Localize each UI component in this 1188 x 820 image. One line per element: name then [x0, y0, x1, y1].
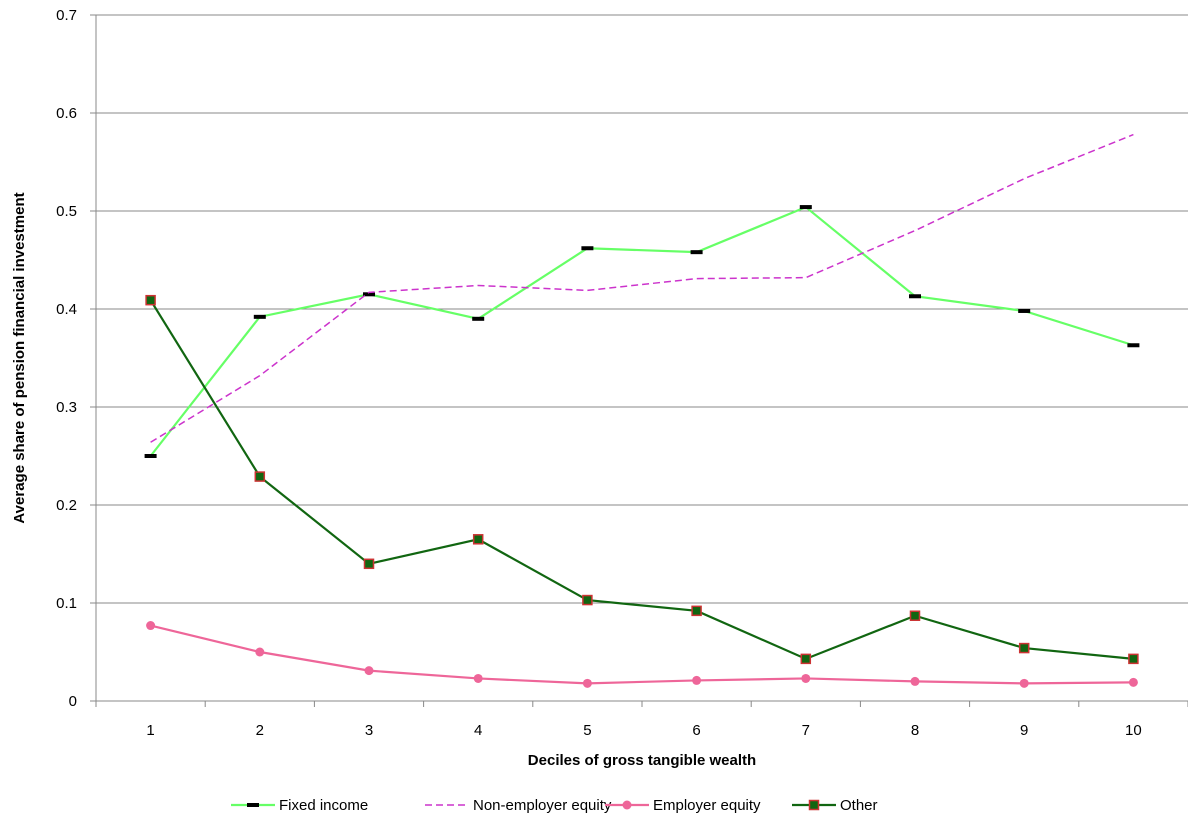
data-point — [909, 610, 921, 621]
series-line — [150, 624, 1134, 685]
legend-label: Other — [840, 797, 878, 814]
x-tick-label: 10 — [1125, 722, 1142, 739]
data-point — [799, 205, 812, 210]
series-fixed-income — [144, 205, 1140, 458]
series-group — [144, 133, 1140, 688]
y-tick-label: 0.4 — [56, 301, 77, 318]
y-tick-labels: 0 0.1 0.2 0.3 0.4 0.5 0.6 0.7 — [56, 7, 77, 710]
x-tick-label: 7 — [802, 722, 810, 739]
data-point — [472, 316, 485, 321]
data-point — [472, 534, 484, 545]
y-tick-label: 0.5 — [56, 203, 77, 220]
legend-item: Fixed income — [231, 797, 368, 814]
series-line — [150, 133, 1134, 443]
legend-marker — [622, 800, 632, 810]
legend-item: Non-employer equity — [425, 797, 612, 814]
data-point — [582, 594, 593, 606]
data-point — [255, 647, 265, 657]
x-tick-label: 6 — [692, 722, 700, 739]
series-non-employer-equity — [150, 133, 1134, 443]
y-tick-label: 0.1 — [56, 595, 77, 612]
legend-label: Non-employer equity — [473, 797, 612, 814]
data-point — [1127, 343, 1140, 348]
legend-item: Other — [792, 797, 878, 814]
data-point — [801, 673, 811, 683]
data-point — [581, 246, 594, 251]
data-point — [363, 292, 375, 297]
data-point — [910, 676, 920, 686]
series-employer-equity — [146, 621, 1138, 688]
x-tick-label: 3 — [365, 722, 373, 739]
x-tick-label: 2 — [256, 722, 264, 739]
legend-label: Employer equity — [653, 797, 761, 814]
data-point — [1128, 677, 1138, 687]
y-tick-label: 0 — [69, 693, 77, 710]
data-point — [145, 294, 156, 306]
data-point — [691, 605, 702, 617]
x-tick-label: 1 — [146, 722, 154, 739]
data-point — [909, 294, 921, 299]
data-point — [1018, 642, 1030, 654]
data-point — [253, 314, 266, 319]
legend-marker — [808, 799, 820, 811]
y-tick-label: 0.3 — [56, 399, 77, 416]
axes — [95, 15, 1188, 707]
series-line — [149, 205, 1134, 457]
legend: Fixed income Non-employer equity Employer … — [231, 797, 878, 814]
data-point — [1019, 678, 1029, 688]
series-line — [149, 299, 1134, 661]
x-tick-labels: 1 2 3 4 5 6 7 8 9 10 — [146, 722, 1141, 739]
data-point — [582, 678, 592, 688]
legend-marker — [247, 803, 259, 807]
x-tick-label: 8 — [911, 722, 919, 739]
data-point — [144, 454, 157, 458]
y-axis-title: Average share of pension financial inves… — [11, 192, 28, 523]
y-tick-label: 0.2 — [56, 497, 77, 514]
x-axis-title: Deciles of gross tangible wealth — [528, 752, 756, 769]
legend-label: Fixed income — [279, 797, 368, 814]
x-tick-label: 4 — [474, 722, 482, 739]
y-tick-label: 0.7 — [56, 7, 77, 24]
data-point — [364, 666, 374, 676]
x-tick-label: 5 — [583, 722, 591, 739]
series-other — [145, 294, 1139, 665]
data-point — [1128, 653, 1139, 665]
data-point — [254, 471, 266, 482]
data-point — [1018, 308, 1031, 313]
x-tick-label: 9 — [1020, 722, 1028, 739]
data-point — [473, 673, 483, 683]
data-point — [800, 653, 812, 665]
y-tick-label: 0.6 — [56, 105, 77, 122]
legend-item: Employer equity — [605, 797, 761, 814]
data-point — [692, 675, 702, 685]
data-point — [690, 250, 703, 255]
data-point — [146, 621, 156, 631]
gridlines — [90, 14, 1188, 702]
data-point — [363, 558, 375, 570]
